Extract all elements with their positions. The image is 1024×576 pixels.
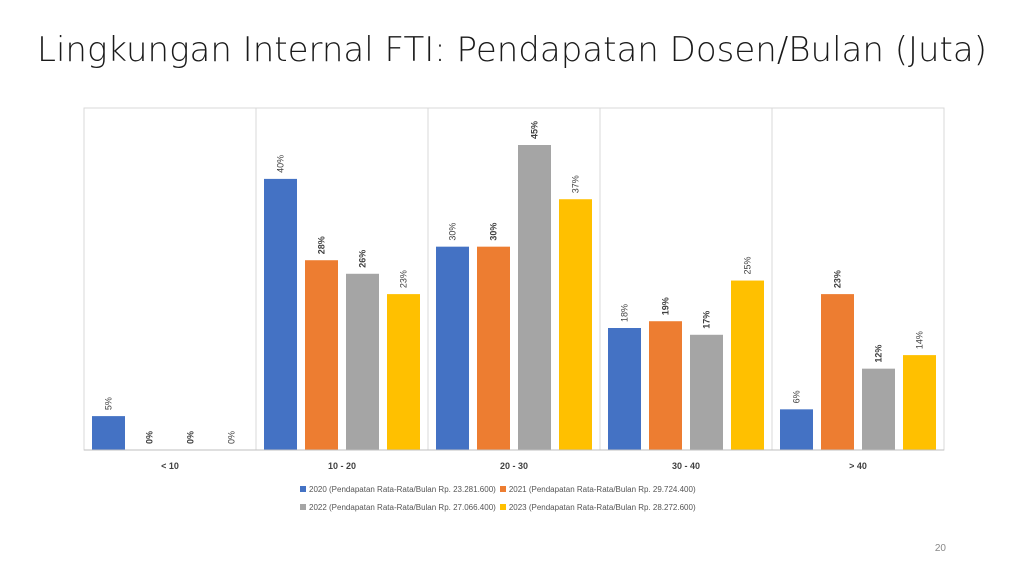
bar-0-0 [92, 416, 125, 450]
legend-swatch-2022 [300, 504, 306, 510]
bar-1-4 [821, 294, 854, 450]
data-label: 0% [145, 431, 155, 444]
legend-swatch-2021 [499, 486, 506, 492]
legend-label-2020: 2020 (Pendapatan Rata-Rata/Bulan Rp. 23.… [309, 484, 496, 494]
data-label: 28% [317, 236, 327, 254]
legend-swatch-2023 [499, 504, 506, 510]
x-tick-label: < 10 [161, 461, 179, 471]
x-tick-label: 30 - 40 [672, 461, 700, 471]
slide-title: Lingkungan Internal FTI: Pendapatan Dose… [37, 30, 987, 70]
data-label: 5% [104, 397, 114, 410]
data-label: 40% [276, 155, 286, 173]
legend-item-2021: 2021 (Pendapatan Rata-Rata/Bulan Rp. 29.… [499, 484, 696, 494]
legend-label-2021: 2021 (Pendapatan Rata-Rata/Bulan Rp. 29.… [508, 484, 696, 494]
bar-0-3 [608, 328, 641, 450]
bar-3-4 [903, 355, 936, 450]
bar-0-1 [264, 178, 297, 450]
bar-2-2 [518, 145, 551, 450]
data-label: 37% [571, 175, 581, 193]
data-label: 23% [399, 270, 409, 288]
data-label: 12% [874, 345, 884, 363]
bar-0-4 [780, 409, 813, 450]
data-label: 17% [702, 311, 712, 329]
bar-3-1 [387, 294, 420, 450]
x-tick-label: 20 - 30 [500, 461, 528, 471]
data-label: 30% [489, 223, 499, 241]
data-label: 14% [915, 331, 925, 349]
bar-1-3 [649, 321, 682, 450]
data-label: 18% [620, 304, 630, 322]
bar-3-2 [559, 199, 592, 450]
x-tick-label: > 40 [849, 461, 867, 471]
legend-label-2022: 2022 (Pendapatan Rata-Rata/Bulan Rp. 27.… [309, 502, 496, 512]
legend-row-2: 2022 (Pendapatan Rata-Rata/Bulan Rp. 27.… [300, 498, 760, 516]
x-tick-label: 10 - 20 [328, 461, 356, 471]
bar-2-4 [862, 368, 895, 450]
bar-2-3 [690, 334, 723, 450]
data-label: 23% [833, 270, 843, 288]
data-label: 25% [743, 257, 753, 275]
bar-1-2 [477, 246, 510, 450]
chart-legend: 2020 (Pendapatan Rata-Rata/Bulan Rp. 23.… [300, 480, 760, 516]
bar-2-1 [346, 273, 379, 450]
page-number: 20 [934, 543, 946, 554]
data-label: 30% [448, 223, 458, 241]
data-label: 0% [186, 431, 196, 444]
legend-swatch-2020 [300, 486, 306, 492]
legend-item-2020: 2020 (Pendapatan Rata-Rata/Bulan Rp. 23.… [300, 485, 496, 494]
bar-3-3 [731, 280, 764, 450]
data-label: 6% [792, 390, 802, 403]
data-label: 45% [530, 121, 540, 139]
bar-1-1 [305, 260, 338, 450]
data-label: 19% [661, 297, 671, 315]
legend-label-2023: 2023 (Pendapatan Rata-Rata/Bulan Rp. 28.… [508, 502, 696, 512]
plot-area [83, 107, 945, 451]
legend-row-1: 2020 (Pendapatan Rata-Rata/Bulan Rp. 23.… [300, 480, 760, 498]
bar-0-2 [436, 246, 469, 450]
data-label: 26% [358, 250, 368, 268]
data-label: 0% [227, 431, 237, 444]
legend-item-2022: 2022 (Pendapatan Rata-Rata/Bulan Rp. 27.… [300, 503, 496, 512]
legend-item-2023: 2023 (Pendapatan Rata-Rata/Bulan Rp. 28.… [499, 502, 696, 512]
